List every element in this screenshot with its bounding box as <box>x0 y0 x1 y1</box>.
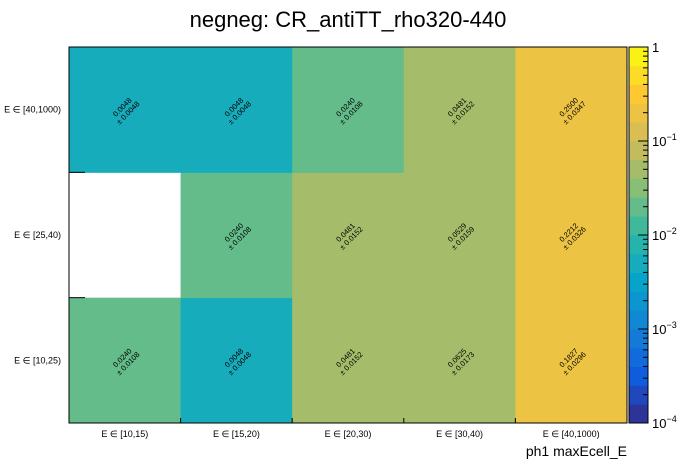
x-tick-label: E ∈ [15,20) <box>213 429 260 439</box>
color-scale-ticks: 110−110−210−310−4 <box>638 40 677 431</box>
heatmap-cell <box>292 47 405 173</box>
colorbar-segment <box>629 84 648 104</box>
heatmap-cell <box>69 297 182 424</box>
colorbar-segment <box>629 253 648 273</box>
heatmap-cell <box>180 172 293 299</box>
colorbar-tick-base: 10 <box>652 416 666 431</box>
colorbar-tick-label: 1 <box>652 40 659 55</box>
colorbar-segment <box>629 65 648 85</box>
y-tick-label: E ∈ [10,25) <box>14 355 61 365</box>
colorbar-tick-label: 10−4 <box>652 414 677 431</box>
x-tick-label: E ∈ [10,15) <box>101 429 148 439</box>
colorbar-tick-label: 10−3 <box>652 320 677 337</box>
x-axis-ticks: E ∈ [10,15) E ∈ [15,20) E ∈ [20,30) E ∈ [30… <box>68 418 600 439</box>
colorbar-tick-base: 1 <box>652 40 659 55</box>
colorbar-segment <box>629 272 648 292</box>
chart-title: negneg: CR_antiTT_rho320-440 <box>190 7 507 32</box>
colorbar-segment <box>629 404 648 424</box>
colorbar-segment <box>629 178 648 198</box>
colorbar-tick-base: 10 <box>652 134 666 149</box>
colorbar-segment <box>629 216 648 236</box>
colorbar-segment <box>629 103 648 123</box>
heatmap-cell <box>292 172 405 299</box>
y-tick-label: E ∈ [25,40) <box>14 230 61 240</box>
colorbar-tick-base: 10 <box>652 228 666 243</box>
colorbar-segment <box>629 366 648 386</box>
heatmap-cell <box>515 47 628 173</box>
colorbar-segment <box>629 310 648 330</box>
x-tick-label: E ∈ [30,40) <box>436 429 483 439</box>
x-tick-label: E ∈ [20,30) <box>325 429 372 439</box>
colorbar-tick-exponent: −4 <box>666 414 676 424</box>
heatmap-cell <box>515 172 628 299</box>
heatmap-cell <box>515 297 628 424</box>
heatmap-cell <box>180 297 293 424</box>
y-tick-label: E ∈ [40,1000) <box>4 105 61 115</box>
x-tick-label: E ∈ [40,1000) <box>543 429 600 439</box>
y-axis-ticks: E ∈ [10,25) E ∈ [25,40) E ∈ [40,1000) <box>4 105 85 424</box>
colorbar-tick-exponent: −1 <box>666 132 676 142</box>
colorbar-tick-label: 10−1 <box>652 132 677 149</box>
heatmap-cell <box>403 172 516 299</box>
heatmap-cell <box>180 47 293 173</box>
heatmap-cell <box>292 297 405 424</box>
x-axis-label: ph1 maxEcell_E <box>526 443 627 459</box>
colorbar-segment <box>629 122 648 142</box>
colorbar-segment <box>629 197 648 217</box>
heatmap-cell <box>403 297 516 424</box>
colorbar-tick-exponent: −3 <box>666 320 676 330</box>
colorbar-tick-exponent: −2 <box>666 226 676 236</box>
heatmap-cell <box>403 47 516 173</box>
colorbar-tick-label: 10−2 <box>652 226 677 243</box>
colorbar-segment <box>629 159 648 179</box>
heatmap-cells <box>69 47 628 424</box>
plot-frame <box>68 46 628 424</box>
colorbar-segment <box>629 291 648 311</box>
colorbar-segment <box>629 347 648 367</box>
colorbar-segment <box>629 385 648 405</box>
colorbar-tick-base: 10 <box>652 322 666 337</box>
heatmap-cell <box>69 47 182 173</box>
